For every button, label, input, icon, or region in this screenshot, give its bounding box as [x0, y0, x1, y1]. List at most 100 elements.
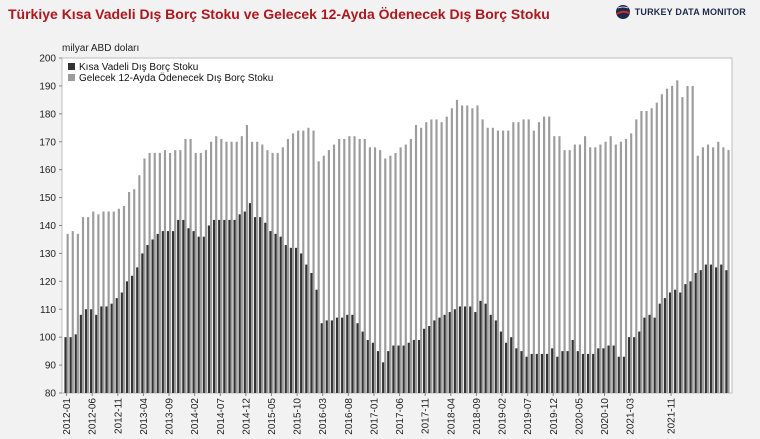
y-tick-label: 90	[45, 361, 57, 372]
bar-short-term	[371, 342, 374, 393]
bar-short-term	[689, 281, 692, 393]
chart-title: Türkiye Kısa Vadeli Dış Borç Stoku ve Ge…	[8, 6, 550, 22]
x-tick-label: 2020-10	[600, 398, 611, 435]
bar-12-month	[435, 119, 438, 394]
bar-12-month	[66, 233, 69, 393]
bar-12-month	[599, 144, 602, 393]
bar-short-term	[346, 314, 349, 393]
x-tick-label: 2018-04	[446, 398, 457, 435]
bar-short-term	[402, 345, 405, 393]
bar-12-month	[92, 211, 95, 393]
bar-short-term	[131, 275, 134, 393]
bar-12-month	[502, 130, 505, 394]
bar-short-term	[202, 236, 205, 393]
x-tick-label: 2016-03	[318, 398, 329, 435]
bar-12-month	[691, 85, 694, 394]
bar-short-term	[207, 225, 211, 393]
bar-12-month	[507, 130, 510, 394]
bar-short-term	[238, 214, 241, 393]
x-tick-label: 2014-12	[241, 398, 252, 435]
bar-12-month	[138, 175, 141, 393]
bar-short-term	[643, 317, 646, 393]
y-tick-label: 110	[40, 305, 56, 316]
bar-12-month	[717, 141, 720, 393]
bar-12-month	[589, 147, 592, 393]
bar-12-month	[368, 147, 371, 393]
bar-12-month	[630, 133, 633, 393]
bar-12-month	[573, 144, 576, 393]
bar-short-term	[494, 320, 497, 393]
bar-12-month	[512, 122, 515, 393]
bar-short-term	[679, 292, 682, 393]
x-tick-label: 2012-06	[88, 398, 99, 435]
bar-short-term	[335, 317, 339, 393]
bar-12-month	[701, 147, 704, 393]
bar-12-month	[158, 152, 161, 393]
bar-12-month	[332, 144, 336, 393]
y-tick-label: 80	[45, 389, 57, 400]
bar-12-month	[102, 211, 105, 393]
x-tick-label: 2019-12	[549, 398, 560, 435]
bar-short-term	[504, 342, 508, 393]
bar-12-month	[727, 150, 730, 393]
bar-short-term	[166, 231, 170, 393]
bar-short-term	[571, 339, 574, 393]
bar-12-month	[133, 189, 136, 393]
bar-12-month	[706, 144, 710, 393]
bar-short-term	[607, 345, 610, 393]
bar-12-month	[220, 138, 223, 393]
bar-short-term	[438, 317, 441, 393]
x-tick-label: 2013-09	[165, 398, 176, 435]
bar-short-term	[622, 356, 625, 393]
bar-12-month	[481, 119, 484, 394]
bar-12-month	[543, 116, 546, 393]
bar-12-month	[527, 119, 530, 394]
bar-12-month	[317, 161, 320, 393]
series-short-term-bars	[64, 203, 728, 393]
bar-short-term	[279, 236, 282, 393]
bar-12-month	[97, 214, 100, 393]
bar-short-term	[64, 337, 67, 393]
bar-12-month	[466, 105, 469, 393]
bar-short-term	[187, 228, 190, 393]
bar-short-term	[177, 219, 180, 393]
bar-short-term	[407, 342, 410, 393]
bar-12-month	[471, 108, 474, 393]
bar-12-month	[594, 147, 597, 393]
bar-short-term	[668, 292, 672, 393]
bar-short-term	[566, 351, 569, 393]
bar-short-term	[218, 219, 221, 393]
bar-12-month	[256, 141, 259, 393]
bar-12-month	[445, 116, 448, 393]
x-tick-label: 2019-07	[523, 398, 534, 435]
bar-12-month	[338, 138, 341, 393]
bar-12-month	[122, 205, 126, 393]
legend-label-short-term: Kısa Vadeli Dış Borç Stoku	[79, 62, 198, 73]
bar-short-term	[253, 217, 257, 393]
bar-short-term	[156, 233, 159, 393]
bar-short-term	[464, 306, 467, 393]
bar-short-term	[315, 289, 318, 393]
bar-12-month	[563, 150, 566, 393]
legend-swatch-12-month	[68, 74, 75, 81]
bar-12-month	[281, 147, 284, 393]
x-tick-label: 2012-01	[62, 398, 73, 435]
bar-12-month	[404, 144, 407, 393]
x-tick-label: 2019-02	[498, 398, 509, 435]
x-tick-label: 2015-05	[267, 398, 278, 435]
bar-12-month	[327, 150, 330, 393]
bar-short-term	[136, 267, 139, 393]
y-axis: 80 90 100 110 120 130 140 150 160 170 180 190 200	[39, 54, 62, 400]
bar-short-term	[720, 264, 723, 393]
y-tick-label: 140	[39, 221, 56, 232]
bar-short-term	[653, 317, 656, 393]
bar-short-term	[581, 353, 584, 393]
x-tick-label: 2018-09	[472, 398, 483, 435]
bar-12-month	[522, 119, 525, 394]
bar-short-term	[525, 356, 528, 393]
bar-12-month	[87, 217, 90, 393]
bar-short-term	[74, 334, 77, 393]
bar-short-term	[489, 314, 492, 393]
bar-short-term	[674, 289, 677, 393]
bar-12-month	[671, 85, 674, 394]
